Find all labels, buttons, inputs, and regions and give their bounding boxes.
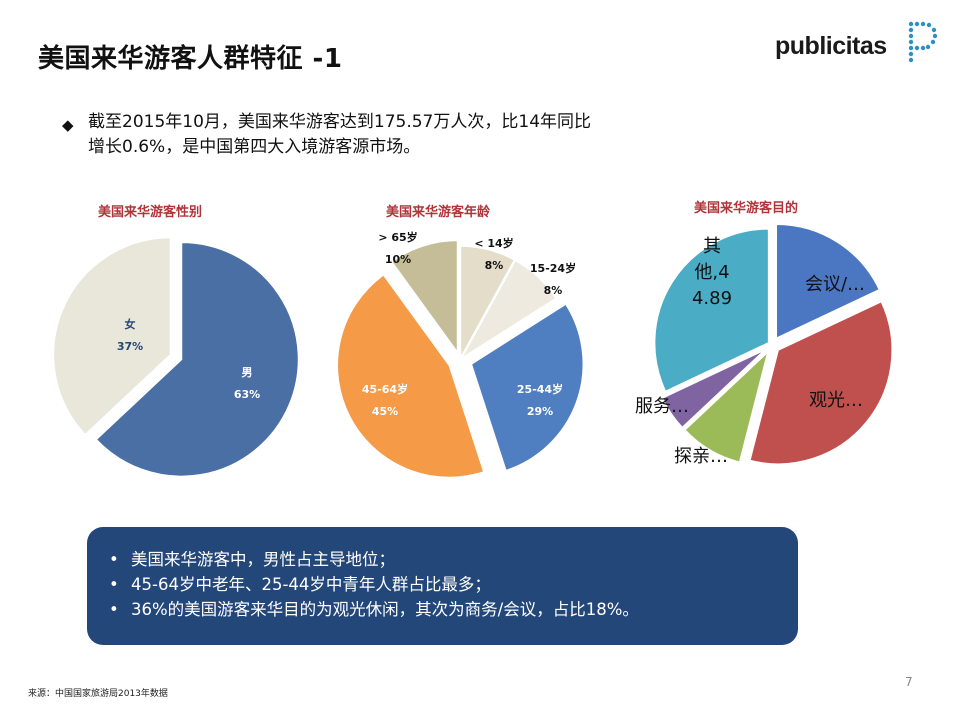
intro-text: 截至2015年10月，美国来华游客达到175.57万人次，比14年同比 增长0.… <box>88 110 748 160</box>
page-title: 美国来华游客人群特征 -1 <box>38 44 343 74</box>
pie-label: 25-44岁 <box>517 382 563 396</box>
pie-slice <box>52 236 172 436</box>
summary-item: • 45-64岁中老年、25-44岁中青年人群占比最多； <box>109 572 639 597</box>
age-pie: < 14岁 8% 15-24岁 8% 25-44岁 29% 45-64岁 45% > 65岁 10… <box>336 230 584 479</box>
pie-label: 4.89 <box>692 288 732 309</box>
pie-slice <box>661 348 766 429</box>
gender-pie: 男 63% 女 37% <box>52 236 300 478</box>
bullet-dot-icon: • <box>109 550 119 569</box>
pie-label: 29% <box>527 405 553 418</box>
pie-slice <box>95 241 300 478</box>
pie-label: > 65岁 <box>378 230 417 244</box>
pie-label: 8% <box>544 284 563 297</box>
pie-label: 其 <box>703 236 721 257</box>
intro-text-line1: 截至2015年10月，美国来华游客达到175.57万人次，比14年同比 <box>88 112 592 132</box>
pie-slice <box>470 303 584 472</box>
pie-label: 45% <box>372 405 398 418</box>
pie-slice <box>460 259 557 360</box>
pie-slice <box>336 273 485 479</box>
pie-label: 37% <box>117 340 143 353</box>
source-note: 来源：中国国家旅游局2013年数据 <box>28 689 168 699</box>
pie-slice <box>683 349 770 464</box>
bullet-dot-icon: • <box>109 575 119 594</box>
diamond-bullet-icon: ◆ <box>62 116 74 134</box>
pie-label: 观光… <box>809 390 863 411</box>
age-chart-title: 美国来华游客年龄 <box>386 205 491 220</box>
pie-label: 服务… <box>635 396 689 417</box>
bullet-dot-icon: • <box>109 600 119 619</box>
pie-label: 8% <box>485 259 504 272</box>
pie-slice <box>748 300 893 465</box>
pie-label: 45-64岁 <box>362 382 408 396</box>
pie-label: 63% <box>234 388 260 401</box>
pie-label: 15-24岁 <box>530 261 576 275</box>
logo-text: publicitas <box>775 32 887 60</box>
pie-label: 探亲… <box>674 446 728 467</box>
page-number: 7 <box>905 675 913 689</box>
pie-slice <box>775 223 881 340</box>
pie-label: 10% <box>385 253 411 266</box>
purpose-chart-title: 美国来华游客目的 <box>694 201 799 216</box>
publicitas-logo: publicitas <box>775 20 945 70</box>
purpose-pie: 会议/… 观光… 探亲… 服务… 其他,4 4.89 <box>635 223 893 467</box>
pie-label: < 14岁 <box>474 236 513 250</box>
pie-label: 会议/… <box>805 274 865 295</box>
pie-slice <box>653 228 770 393</box>
summary-item: • 美国来华游客中，男性占主导地位； <box>109 547 639 572</box>
summary-list: • 美国来华游客中，男性占主导地位； • 45-64岁中老年、25-44岁中青年人群… <box>109 547 639 622</box>
pie-label: 女 <box>125 317 136 331</box>
intro-text-line2: 增长0.6%，是中国第四大入境游客源市场。 <box>88 137 421 157</box>
pie-label: 男 <box>242 366 253 379</box>
summary-item: • 36%的美国游客来华目的为观光休闲，其次为商务/会议，占比18%。 <box>109 597 639 622</box>
pie-label: 他,4 <box>694 262 729 283</box>
summary-box: • 美国来华游客中，男性占主导地位； • 45-64岁中老年、25-44岁中青年人群… <box>87 527 798 645</box>
logo-dots-icon <box>908 21 938 63</box>
gender-chart-title: 美国来华游客性别 <box>98 205 203 220</box>
pie-slice <box>390 239 459 355</box>
pie-slice <box>459 245 516 359</box>
